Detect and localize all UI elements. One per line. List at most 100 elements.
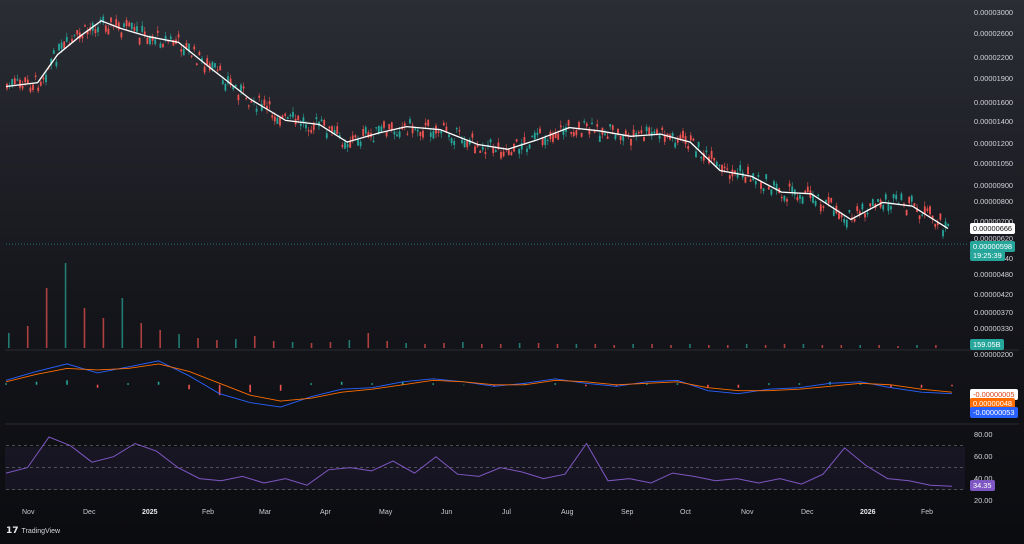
price-tick-label: 0.00002200: [974, 52, 1014, 62]
price-tick-label: 0.00000370: [974, 307, 1014, 317]
price-tick-label: 0.00003000: [974, 8, 1014, 18]
time-tick-label: May: [379, 509, 393, 516]
candle-body: [344, 142, 346, 149]
candle-body: [533, 132, 536, 140]
macd-histogram-bar: [5, 383, 7, 385]
macd-histogram-bar: [96, 384, 99, 388]
candle-body: [801, 196, 804, 204]
candle-body: [593, 130, 596, 133]
candle-body: [518, 148, 521, 154]
candle-body: [419, 131, 422, 136]
candle-body: [55, 61, 58, 67]
candle-body: [562, 128, 565, 135]
tradingview-logo[interactable]: 17 TradingView: [6, 526, 60, 536]
candle-body: [554, 131, 557, 139]
candle-body: [557, 133, 560, 140]
macd-histogram-bar: [340, 381, 343, 385]
candle-body: [723, 166, 726, 169]
candle-body: [676, 138, 679, 143]
candle-body: [806, 186, 809, 193]
price-tick-label: 0.00000900: [974, 180, 1014, 190]
rsi-band-fill: [5, 447, 965, 490]
price-tick-label: 0.00001050: [974, 158, 1014, 168]
candle-body: [614, 134, 617, 140]
candle-body: [947, 223, 950, 227]
candle-body: [81, 35, 84, 39]
candle-body: [884, 194, 887, 200]
candle-body: [479, 150, 482, 153]
volume-bar: [405, 343, 407, 348]
volume-bar: [935, 345, 937, 348]
candle-body: [133, 27, 136, 31]
candle-body: [63, 41, 66, 49]
candle-body: [747, 166, 749, 175]
candle-body: [250, 100, 253, 103]
candle-body: [632, 129, 635, 138]
candle-body: [130, 22, 133, 29]
candle-body: [276, 117, 279, 124]
candle-body: [162, 43, 164, 48]
candle-body: [900, 193, 903, 200]
candle-body: [892, 194, 895, 199]
candle-body: [338, 135, 341, 138]
volume-bar: [121, 298, 124, 348]
candle-body: [284, 113, 287, 116]
moving-average-line: [5, 20, 949, 230]
candle-body: [812, 195, 814, 203]
candle-body: [71, 39, 73, 42]
candle-body: [393, 131, 396, 135]
candle-body: [336, 126, 339, 135]
candle-body: [453, 141, 456, 146]
candle-body: [73, 34, 76, 36]
macd-histogram-bar: [35, 381, 38, 385]
candle-body: [429, 132, 432, 137]
candle-body: [635, 133, 638, 137]
candle-body: [138, 37, 141, 45]
candle-body: [224, 83, 227, 91]
candle-body: [76, 30, 79, 35]
tradingview-mark-icon: 17: [6, 526, 19, 536]
candle-body: [869, 203, 872, 207]
candle-body: [596, 124, 599, 127]
volume-bar: [102, 318, 105, 348]
candle-body: [921, 214, 924, 216]
candle-body: [359, 141, 362, 147]
candle-body: [258, 95, 261, 98]
price-tick-label: 0.00000480: [974, 270, 1014, 280]
candle-body: [718, 165, 721, 167]
candle-body: [125, 20, 128, 27]
candle-body: [16, 79, 19, 81]
candle-body: [227, 76, 229, 84]
candle-body: [39, 81, 42, 86]
candle-body: [609, 123, 612, 127]
candle-body: [331, 126, 333, 132]
candle-body: [619, 135, 622, 141]
macd-histogram-bar: [188, 384, 190, 390]
candle-body: [700, 156, 703, 159]
macd-histogram-bar: [798, 383, 801, 385]
price-tick-label: 0.00000700: [974, 216, 1014, 226]
candle-body: [273, 116, 276, 122]
rsi-tick-label: 20.00: [974, 495, 993, 505]
candle-body: [726, 168, 729, 170]
candle-body: [242, 86, 245, 89]
time-tick-label: Nov: [22, 509, 35, 516]
candle-body: [526, 148, 528, 152]
candle-body: [377, 125, 380, 134]
macd-histogram-bar: [66, 380, 68, 385]
volume-bar: [443, 343, 445, 348]
candle-body: [695, 151, 697, 158]
candle-body: [351, 135, 354, 141]
candle-body: [422, 130, 424, 138]
price-tick-label: 0.00001400: [974, 117, 1014, 127]
candle-body: [403, 123, 406, 126]
volume-bar: [518, 343, 521, 348]
candle-body: [544, 137, 547, 146]
volume-bar: [140, 323, 143, 348]
candle-body: [765, 174, 768, 179]
indicator-lines: [5, 20, 968, 490]
candle-body: [247, 105, 250, 107]
macd-histogram-bar: [157, 381, 160, 385]
candle-body: [34, 75, 37, 77]
volume-bar: [916, 345, 918, 348]
